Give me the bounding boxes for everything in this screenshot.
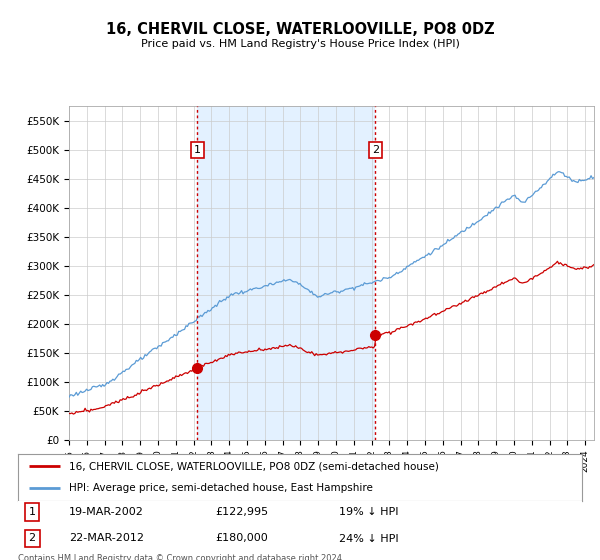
Text: Contains HM Land Registry data © Crown copyright and database right 2024.
This d: Contains HM Land Registry data © Crown c… xyxy=(18,554,344,560)
Text: 19-MAR-2002: 19-MAR-2002 xyxy=(69,507,143,517)
Text: 16, CHERVIL CLOSE, WATERLOOVILLE, PO8 0DZ: 16, CHERVIL CLOSE, WATERLOOVILLE, PO8 0D… xyxy=(106,22,494,38)
Text: 24% ↓ HPI: 24% ↓ HPI xyxy=(340,534,399,544)
Text: HPI: Average price, semi-detached house, East Hampshire: HPI: Average price, semi-detached house,… xyxy=(69,483,373,493)
Text: 22-MAR-2012: 22-MAR-2012 xyxy=(69,534,144,544)
Text: Price paid vs. HM Land Registry's House Price Index (HPI): Price paid vs. HM Land Registry's House … xyxy=(140,39,460,49)
Text: 1: 1 xyxy=(194,145,201,155)
Text: 1: 1 xyxy=(29,507,35,517)
Text: £122,995: £122,995 xyxy=(215,507,269,517)
Text: 19% ↓ HPI: 19% ↓ HPI xyxy=(340,507,399,517)
Text: 2: 2 xyxy=(372,145,379,155)
Bar xyxy=(197,106,376,440)
Text: 2: 2 xyxy=(29,534,35,544)
Text: £180,000: £180,000 xyxy=(215,534,268,544)
Text: 16, CHERVIL CLOSE, WATERLOOVILLE, PO8 0DZ (semi-detached house): 16, CHERVIL CLOSE, WATERLOOVILLE, PO8 0D… xyxy=(69,461,439,472)
